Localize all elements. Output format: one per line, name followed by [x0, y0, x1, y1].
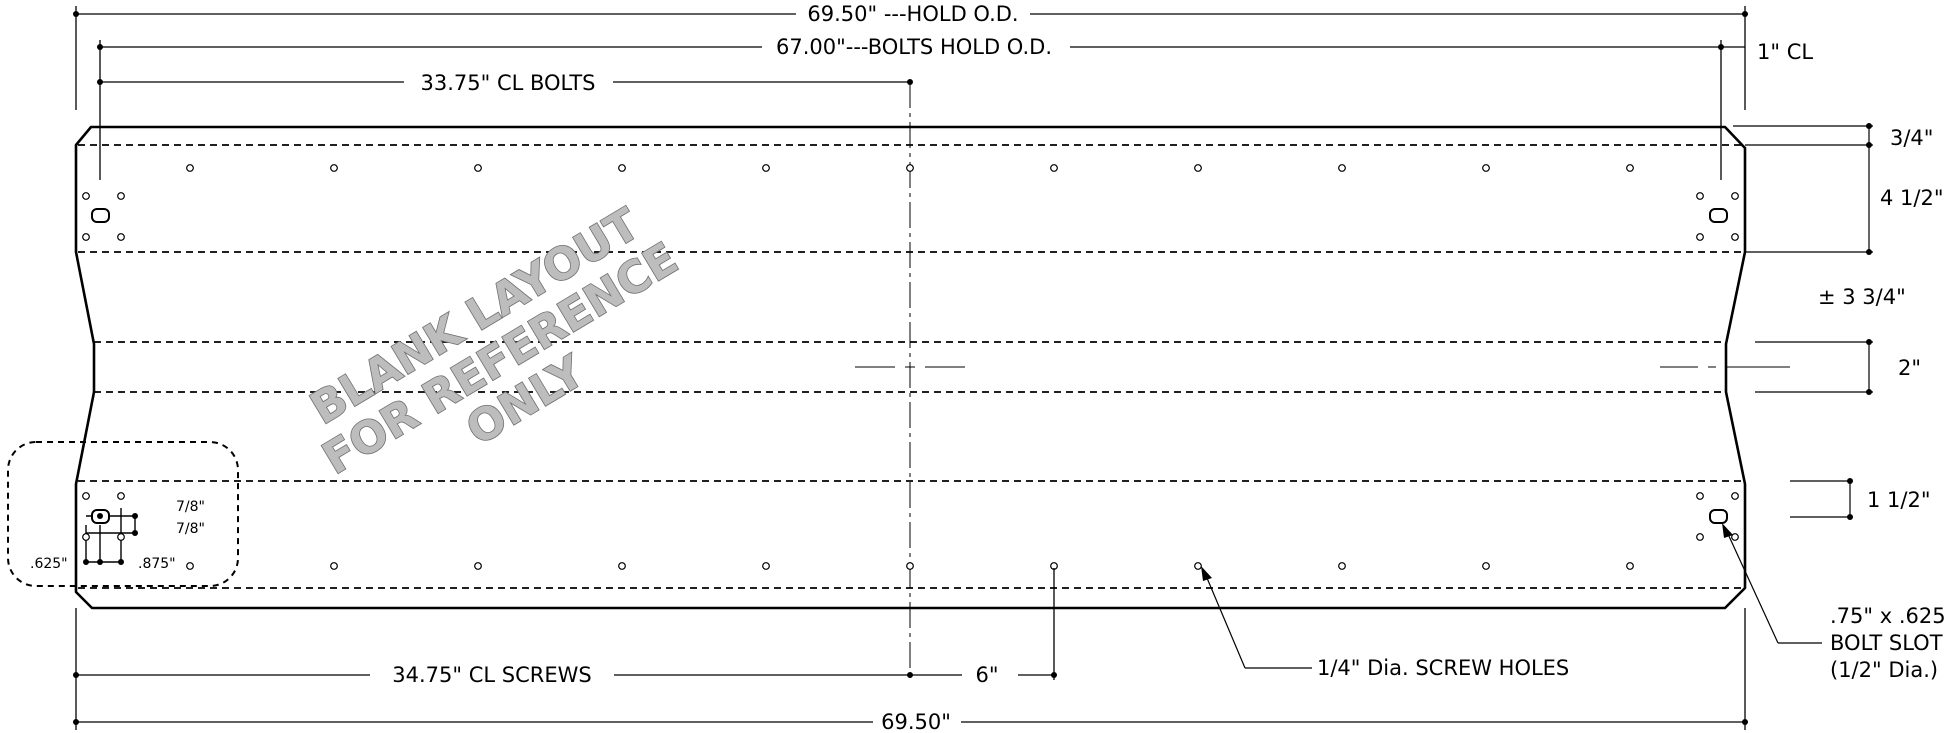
dim-endpoint-dot	[97, 44, 103, 50]
center-band-label: 2"	[1898, 356, 1921, 380]
detail-left-spacing: .625"	[30, 556, 68, 572]
bolts-overall-dimension	[99, 40, 1745, 180]
screw-hole	[330, 562, 338, 570]
screw-hole	[906, 562, 914, 570]
bolt-slot-callout-line3: (1/2" Dia.)	[1830, 658, 1938, 682]
bolt-group-top-left	[82, 192, 125, 241]
screw-hole	[1338, 164, 1346, 172]
leader-arrowhead	[1722, 523, 1733, 538]
screw-hole	[618, 164, 626, 172]
watermark: BLANK LAYOUT FOR REFERENCE ONLY	[301, 198, 687, 485]
screw-hole	[1482, 562, 1490, 570]
screw-hole	[1626, 562, 1634, 570]
bolts-overall-label: 67.00"---BOLTS HOLD O.D.	[776, 35, 1052, 59]
screw-hole	[1194, 164, 1202, 172]
cl-bolts-label: 33.75" CL BOLTS	[420, 71, 595, 95]
dim-endpoint-dot	[73, 11, 79, 17]
right-dimension-lines	[1733, 125, 1873, 518]
bottom-dimension-dots	[73, 672, 1748, 725]
detail-seven-eighths-upper: 7/8"	[176, 499, 205, 515]
dim-endpoint-dot	[97, 79, 103, 85]
screw-hole	[186, 562, 194, 570]
screw-hole	[762, 164, 770, 172]
bolt-group-top-right	[1696, 192, 1739, 241]
top-overall-label: 69.50" ---HOLD O.D.	[807, 2, 1018, 26]
screw-holes-callout: 1/4" Dia. SCREW HOLES	[1317, 656, 1569, 680]
lower-band-label: 1 1/2"	[1867, 488, 1931, 512]
right-dimension-dots	[1847, 123, 1872, 520]
dim-endpoint-dot	[1742, 11, 1748, 17]
screw-hole	[186, 164, 194, 172]
detail-bolt-group	[82, 492, 138, 565]
center-line	[855, 82, 1790, 676]
bolt-slot-leader	[1727, 533, 1822, 644]
screw-hole	[1050, 164, 1058, 172]
detail-seven-eighths-lower: 7/8"	[176, 521, 205, 537]
screw-holes-bottom-row	[186, 562, 1634, 570]
leader-arrowhead	[1201, 566, 1212, 581]
bolt-slot	[1709, 509, 1728, 524]
detail-right-spacing: .875"	[138, 556, 176, 572]
screw-hole	[1626, 164, 1634, 172]
panel-outline	[74, 125, 1747, 610]
screw-hole	[474, 164, 482, 172]
screw-offset-label: 6"	[975, 663, 998, 687]
screw-hole	[1338, 562, 1346, 570]
screw-hole	[1482, 164, 1490, 172]
bolt-slot-callout-line1: .75" x .625	[1830, 604, 1946, 628]
screw-hole	[330, 164, 338, 172]
screw-hole	[474, 562, 482, 570]
cl-offset-label: 1" CL	[1757, 40, 1813, 64]
dim-endpoint-dot	[1718, 44, 1724, 50]
screw-hole	[618, 562, 626, 570]
screw-holes-top-row	[186, 164, 1634, 172]
top-overall-dimension	[75, 6, 1746, 110]
bottom-overall-label: 69.50"	[881, 710, 951, 733]
cl-screws-label: 34.75" CL SCREWS	[392, 663, 591, 687]
gap-label: ± 3 3/4"	[1818, 285, 1906, 309]
screw-hole-leader	[1206, 577, 1312, 669]
bolt-slot-callout-line2: BOLT SLOT	[1830, 631, 1943, 655]
top-edge-label: 3/4"	[1890, 126, 1933, 150]
screw-hole	[906, 164, 914, 172]
bolt-slot	[91, 208, 110, 223]
bottom-dimension-lines	[75, 568, 1746, 730]
bolt-slot	[1709, 208, 1728, 223]
bolt-group-bottom-right	[1696, 492, 1739, 541]
bolt-band-label: 4 1/2"	[1880, 186, 1944, 210]
screw-hole	[1194, 562, 1202, 570]
screw-hole	[762, 562, 770, 570]
